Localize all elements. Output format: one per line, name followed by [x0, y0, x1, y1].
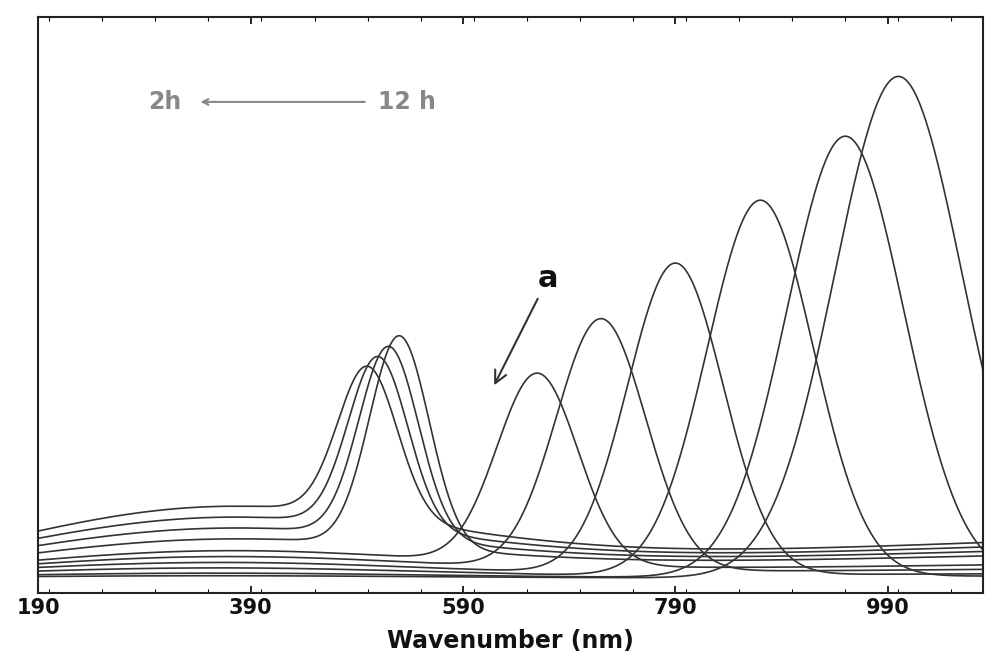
- Text: 12 h: 12 h: [378, 90, 436, 114]
- Text: a: a: [495, 265, 558, 383]
- Text: 2h: 2h: [149, 90, 182, 114]
- X-axis label: Wavenumber (nm): Wavenumber (nm): [387, 629, 634, 653]
